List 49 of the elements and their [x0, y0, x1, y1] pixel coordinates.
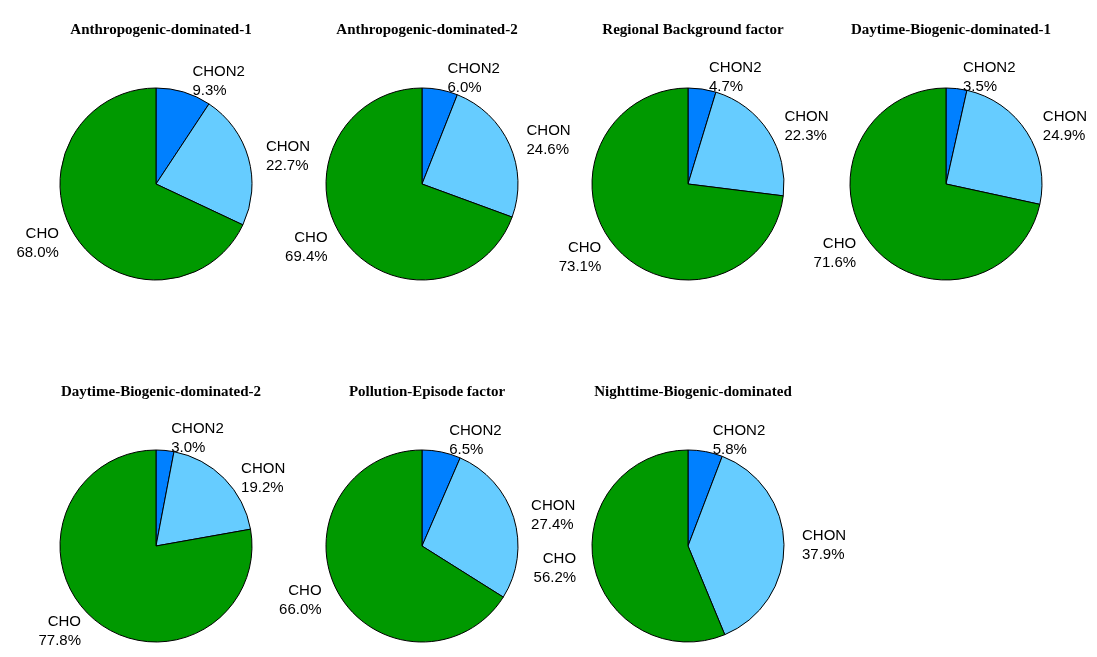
slice-label: CHON — [241, 459, 286, 477]
slice-label: CHON — [784, 106, 829, 124]
chart-title: Daytime-Biogenic-dominated-1 — [851, 20, 1051, 37]
chart-title: Pollution-Episode factor — [348, 382, 506, 399]
data-label: 73.1% — [558, 257, 602, 275]
slice-label: CHO — [25, 224, 59, 242]
data-label: 3.5% — [962, 76, 998, 94]
data-label: 4.7% — [709, 77, 744, 95]
slice-label: CHO — [288, 580, 322, 598]
data-label: 6.5% — [449, 440, 484, 458]
data-label: 22.3% — [784, 125, 827, 143]
slice-label: CHON2 — [712, 420, 766, 438]
data-label: 5.8% — [712, 439, 747, 457]
chart-title: Anthropogenic-dominated-2 — [336, 20, 518, 37]
data-label: 19.2% — [241, 478, 284, 496]
slice-label: CHON — [801, 526, 847, 544]
slice-label: CHO — [47, 611, 81, 629]
slice-label: CHO — [294, 228, 328, 246]
data-label: 71.6% — [813, 253, 857, 271]
data-label: 24.9% — [1042, 126, 1086, 144]
chart-title: Nighttime-Biogenic-dominated — [594, 382, 793, 399]
slice-label: CHON2 — [449, 421, 502, 439]
slice-label: CHON2 — [447, 58, 500, 76]
slice-label: CHON2 — [709, 58, 762, 76]
slice-label: CHON — [531, 495, 576, 513]
data-label: 9.3% — [192, 80, 227, 98]
data-label: 24.6% — [526, 140, 570, 158]
slice-label: CHON — [1042, 107, 1088, 125]
slice-label: CHON2 — [192, 61, 245, 79]
data-label: 66.0% — [279, 599, 322, 617]
slice-label: CHON — [526, 121, 571, 139]
slice-label: CHON2 — [962, 57, 1016, 75]
data-label: 27.4% — [531, 514, 574, 532]
data-label: 3.0% — [171, 438, 206, 456]
chart-title: Anthropogenic-dominated-1 — [70, 20, 252, 37]
slice-label: CHON — [265, 136, 311, 154]
slice-label: CHON2 — [171, 419, 224, 437]
data-label: 56.2% — [533, 568, 577, 586]
slice-label: CHO — [822, 234, 857, 252]
slice-label: CHO — [567, 238, 602, 256]
data-label: 77.8% — [38, 630, 81, 648]
chart-title: Regional Background factor — [602, 20, 785, 37]
data-label: 6.0% — [447, 77, 482, 95]
slice-label: CHO — [542, 549, 577, 567]
data-label: 69.4% — [285, 247, 328, 265]
data-label: 22.7% — [265, 155, 309, 173]
data-label: 68.0% — [16, 243, 59, 261]
chart-title: Daytime-Biogenic-dominated-2 — [61, 382, 261, 399]
data-label: 37.9% — [801, 545, 845, 563]
